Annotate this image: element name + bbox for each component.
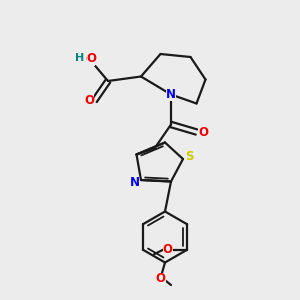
Text: N: N bbox=[166, 88, 176, 101]
Text: O: O bbox=[163, 243, 172, 256]
Text: O: O bbox=[155, 272, 166, 286]
Text: H: H bbox=[76, 54, 85, 64]
Text: S: S bbox=[185, 150, 194, 163]
Text: H: H bbox=[76, 53, 85, 64]
Text: N: N bbox=[129, 176, 140, 189]
Text: O: O bbox=[85, 52, 95, 66]
Text: O: O bbox=[198, 125, 208, 139]
Text: O: O bbox=[86, 52, 97, 65]
Text: O: O bbox=[84, 94, 94, 107]
